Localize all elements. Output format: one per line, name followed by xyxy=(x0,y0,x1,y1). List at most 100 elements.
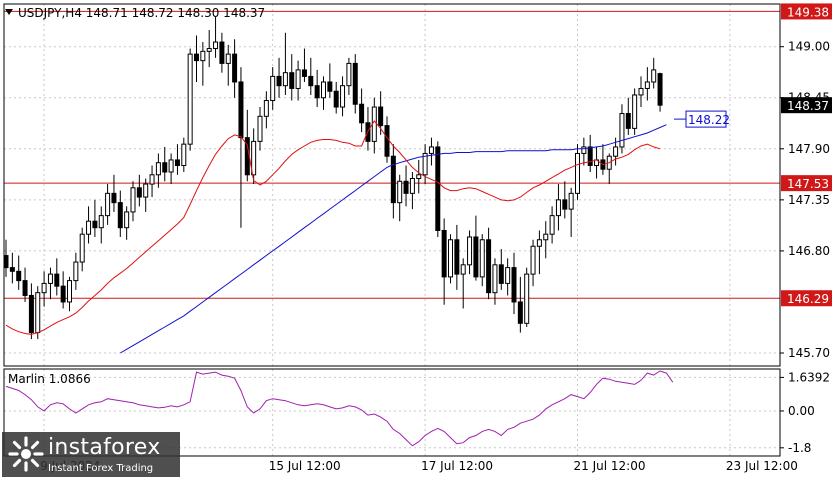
marlin-line xyxy=(5,370,674,447)
candle-body xyxy=(568,192,574,210)
candle-body xyxy=(530,245,536,275)
candlesticks xyxy=(3,16,663,340)
panel-frames xyxy=(3,3,781,457)
dropdown-arrow-icon[interactable] xyxy=(5,9,13,15)
ma-slow-line xyxy=(120,124,667,354)
candle-body xyxy=(454,239,460,275)
candle-body xyxy=(282,72,288,87)
candle-body xyxy=(225,53,231,64)
price-level-tag xyxy=(781,3,832,20)
candle-body xyxy=(86,220,92,235)
candle-body xyxy=(308,75,314,87)
candle-body xyxy=(174,159,180,167)
candle-body xyxy=(187,53,193,145)
candle-body xyxy=(543,233,549,241)
candle-body xyxy=(575,152,580,194)
candle-body xyxy=(155,162,161,176)
price-axis: 149.00148.45147.90147.35146.80145.70149.… xyxy=(780,3,832,455)
candle-body xyxy=(16,270,22,282)
candle-body xyxy=(549,215,555,235)
candle-body xyxy=(467,236,473,266)
candle-body xyxy=(524,273,530,324)
candle-body xyxy=(289,72,295,89)
candle-body xyxy=(143,183,149,198)
candle-body xyxy=(162,162,168,173)
candle-body xyxy=(587,146,593,167)
candle-body xyxy=(181,143,187,167)
candle-body xyxy=(632,94,638,129)
candle-body xyxy=(536,239,542,247)
candle-body xyxy=(35,292,41,334)
candle-body xyxy=(619,113,625,148)
candle-body xyxy=(562,199,568,210)
candle-body xyxy=(149,174,155,185)
oscillator-panel-frame xyxy=(3,368,781,457)
candle-body xyxy=(625,113,631,129)
candle-body xyxy=(67,280,72,303)
watermark-tagline: Instant Forex Trading xyxy=(48,463,154,474)
y-tick-label: 149.00 xyxy=(788,40,830,54)
candle-body xyxy=(111,192,117,204)
candle-body xyxy=(73,261,79,282)
candle-body xyxy=(263,100,269,117)
candle-body xyxy=(371,106,377,142)
osc-tick-label: -1.8 xyxy=(788,441,811,455)
y-tick-label: 147.90 xyxy=(788,142,830,156)
candle-body xyxy=(41,282,47,294)
candle-body xyxy=(327,81,333,92)
candle-body xyxy=(644,81,650,89)
instaforex-logo-icon xyxy=(8,436,44,472)
candle-body xyxy=(428,146,434,154)
callout-label: 148.22 xyxy=(688,113,730,127)
candle-body xyxy=(340,85,346,108)
price-level-label: 147.53 xyxy=(787,177,829,191)
candle-body xyxy=(251,140,257,176)
osc-tick-label: 1.6392 xyxy=(788,370,830,384)
candle-body xyxy=(136,187,142,198)
candle-body xyxy=(359,103,365,124)
candle-body xyxy=(54,273,60,287)
price-level-label: 149.38 xyxy=(787,5,829,19)
candle-body xyxy=(219,41,225,64)
candle-body xyxy=(232,53,238,83)
candle-body xyxy=(581,146,587,154)
candle-body xyxy=(479,239,485,278)
candle-body xyxy=(238,81,244,139)
candle-body xyxy=(397,180,403,204)
candle-body xyxy=(98,215,104,229)
candle-body xyxy=(435,146,441,231)
candle-body xyxy=(124,211,130,229)
candle-body xyxy=(105,192,111,217)
current-price-label: 148.37 xyxy=(787,99,829,113)
current-price-tag xyxy=(781,97,832,114)
candle-body xyxy=(79,233,85,263)
candle-body xyxy=(517,301,523,324)
candle-body xyxy=(117,202,123,229)
price-panel-frame xyxy=(3,3,781,367)
y-tick-label: 147.35 xyxy=(788,193,830,207)
candle-body xyxy=(257,115,263,142)
price-level-label: 146.29 xyxy=(787,292,829,306)
candle-body xyxy=(3,255,9,269)
candle-body xyxy=(346,62,352,87)
candle-body xyxy=(9,267,15,272)
candle-body xyxy=(409,178,415,194)
candle-body xyxy=(416,174,422,180)
candle-body xyxy=(301,69,307,77)
candle-body xyxy=(498,264,504,284)
candle-body xyxy=(276,75,282,87)
candle-body xyxy=(473,236,479,278)
candle-body xyxy=(321,81,326,99)
candle-body xyxy=(378,106,384,127)
candle-body xyxy=(47,273,53,284)
candle-body xyxy=(130,187,136,213)
callout-box xyxy=(685,110,727,128)
candle-body xyxy=(613,146,619,157)
x-tick-label: 23 Jul 12:00 xyxy=(726,459,798,473)
candle-body xyxy=(403,180,409,194)
candle-body xyxy=(460,264,466,275)
candle-body xyxy=(213,41,219,50)
candle-body xyxy=(422,152,428,176)
